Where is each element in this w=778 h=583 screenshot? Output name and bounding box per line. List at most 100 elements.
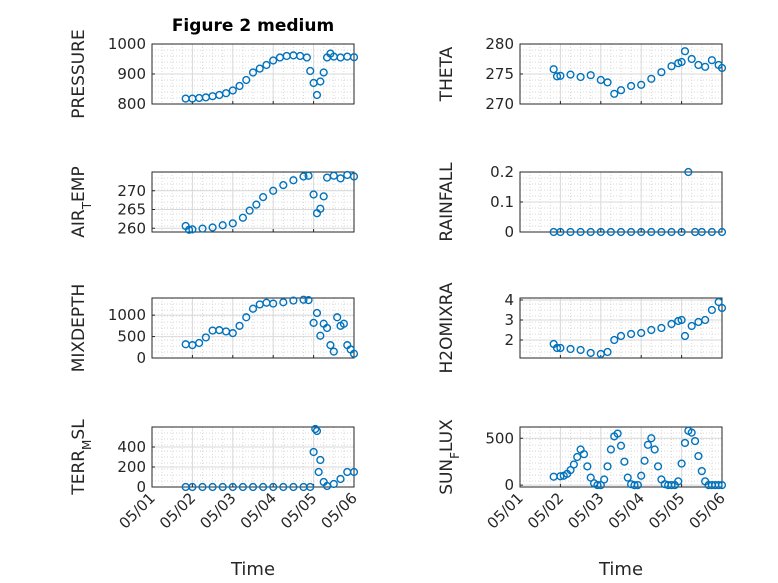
y-tick-label: 280: [485, 35, 514, 53]
data-point: [319, 192, 328, 201]
data-point: [714, 297, 723, 307]
data-point: [630, 481, 639, 490]
y-tick-label: 500: [485, 429, 514, 447]
data-point: [228, 329, 237, 338]
data-point: [640, 456, 649, 465]
x-tick-label: 05/03: [196, 489, 239, 532]
series-markers: [549, 426, 727, 490]
series-markers: [181, 424, 359, 492]
data-point: [603, 78, 612, 87]
data-point: [579, 450, 589, 459]
data-point: [637, 471, 646, 480]
data-point: [556, 343, 565, 353]
y-tick-label: 0: [504, 223, 514, 241]
data-point: [329, 171, 338, 180]
data-point: [309, 190, 318, 199]
data-point: [576, 345, 585, 355]
data-point: [349, 349, 359, 358]
data-point: [610, 89, 619, 98]
data-point: [242, 313, 251, 322]
data-point: [279, 181, 288, 190]
data-point: [717, 303, 727, 313]
data-point: [262, 60, 271, 70]
data-point: [198, 482, 207, 492]
data-point: [314, 467, 323, 477]
data-point: [259, 193, 268, 202]
data-point: [657, 323, 666, 333]
data-point: [336, 174, 345, 183]
y-axis-label: SUNFLUX: [437, 419, 462, 495]
data-point: [208, 223, 217, 232]
data-point: [312, 90, 322, 100]
grid: [151, 171, 355, 233]
data-point: [336, 474, 345, 484]
data-point: [201, 333, 210, 342]
grid: [519, 297, 723, 359]
data-point: [667, 319, 676, 329]
data-point: [228, 482, 237, 492]
data-point: [653, 462, 663, 471]
y-tick-label: 265: [117, 201, 146, 219]
data-point: [610, 335, 619, 345]
data-point: [603, 347, 612, 357]
series-markers: [549, 167, 727, 237]
data-point: [690, 436, 700, 446]
series-markers: [181, 170, 359, 234]
data-point: [677, 227, 686, 237]
data-point: [616, 86, 626, 95]
data-point: [674, 316, 683, 326]
data-point: [680, 47, 690, 56]
series-markers: [549, 47, 727, 98]
data-point: [316, 455, 325, 465]
data-point: [238, 213, 248, 222]
data-point: [329, 479, 338, 489]
y-tick-label: 1000: [108, 35, 146, 53]
data-point: [319, 68, 328, 77]
y-tick-label: 0: [136, 349, 146, 367]
data-point: [613, 429, 622, 438]
data-point: [697, 466, 706, 476]
data-point: [235, 321, 244, 330]
data-point: [637, 227, 646, 237]
data-point: [556, 227, 565, 237]
data-point: [573, 452, 582, 462]
data-point: [569, 460, 578, 469]
data-point: [326, 341, 335, 350]
data-point: [701, 62, 710, 71]
x-tick-label: 05/02: [156, 489, 199, 532]
data-point: [289, 482, 298, 492]
x-tick-label: 05/01: [484, 489, 527, 532]
data-point: [333, 313, 342, 322]
data-point: [606, 445, 616, 454]
data-point: [717, 63, 727, 73]
data-point: [687, 428, 696, 437]
data-point: [259, 482, 268, 492]
grid: [519, 43, 723, 105]
data-point: [677, 57, 686, 67]
data-point: [316, 331, 325, 340]
data-point: [566, 344, 575, 354]
data-point: [304, 171, 313, 180]
figure-title: Figure 2 medium: [172, 16, 334, 36]
data-point: [269, 482, 278, 492]
x-tick-label: 05/06: [318, 489, 361, 532]
grid: [519, 171, 723, 233]
data-point: [304, 296, 313, 305]
data-point: [586, 227, 595, 237]
y-tick-label: 260: [117, 219, 146, 237]
data-point: [339, 319, 349, 328]
data-point: [289, 176, 298, 185]
y-tick-label: 0: [504, 476, 514, 494]
y-tick-label: 4: [504, 291, 514, 309]
data-point: [309, 318, 318, 327]
data-point: [680, 331, 690, 341]
y-tick-label: 900: [117, 65, 146, 83]
data-point: [566, 70, 575, 79]
data-point: [248, 482, 258, 492]
series-markers: [549, 297, 727, 359]
data-point: [596, 227, 605, 237]
y-tick-label: 0: [136, 478, 146, 496]
series-markers: [181, 295, 359, 358]
